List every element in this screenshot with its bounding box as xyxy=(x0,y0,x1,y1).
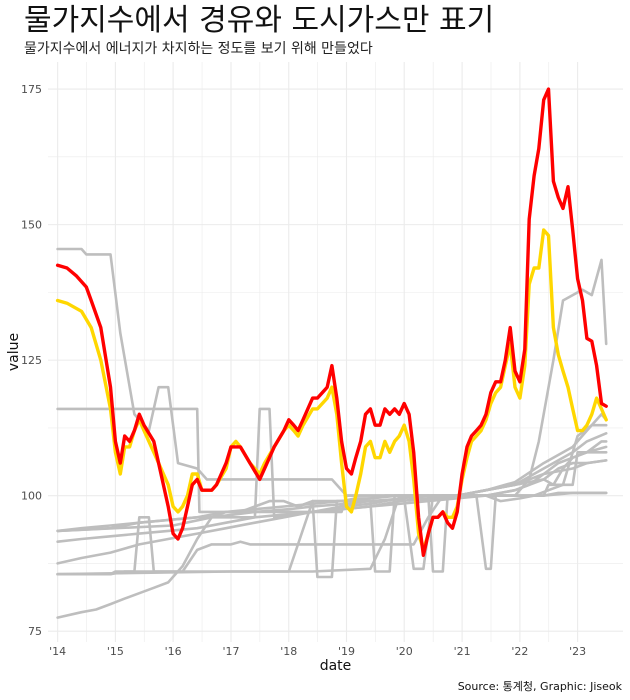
x-tick-label: '21 xyxy=(454,645,471,658)
grid xyxy=(48,62,623,642)
axes: 75 100 125 150 175 '14 '15 '16 '17 '18 '19 '20 '21 '2… xyxy=(6,83,586,674)
background-series-line xyxy=(56,423,608,571)
highlight-series-line xyxy=(55,87,608,557)
y-axis-label: value xyxy=(6,333,22,371)
x-axis-label: date xyxy=(320,658,352,674)
y-tick-label: 75 xyxy=(28,625,42,638)
x-tick-label: '18 xyxy=(280,645,297,658)
x-tick-label: '20 xyxy=(396,645,413,658)
x-tick-label: '14 xyxy=(49,645,66,658)
x-tick-label: '15 xyxy=(107,645,124,658)
background-series-line xyxy=(56,247,608,497)
y-tick-label: 125 xyxy=(21,354,42,367)
chart-title: 물가지수에서 경유와 도시가스만 표기 xyxy=(24,3,495,38)
y-tick-label: 100 xyxy=(21,490,42,503)
x-tick-label: '17 xyxy=(223,645,240,658)
background-series-line xyxy=(56,451,608,579)
series-lines xyxy=(55,87,608,619)
y-tick-label: 150 xyxy=(21,219,42,232)
chart-caption: Source: 통계청, Graphic: Jiseok xyxy=(457,680,622,693)
x-tick-label: '16 xyxy=(165,645,182,658)
background-series-line xyxy=(56,407,608,533)
x-tick-label: '23 xyxy=(569,645,586,658)
x-tick-label: '19 xyxy=(338,645,355,658)
background-series-line xyxy=(56,440,608,576)
chart-subtitle: 물가지수에서 에너지가 차지하는 정도를 보기 위해 만들었다 xyxy=(24,41,373,57)
x-tick-label: '22 xyxy=(511,645,528,658)
background-series-line xyxy=(56,432,608,565)
y-tick-label: 175 xyxy=(21,83,42,96)
